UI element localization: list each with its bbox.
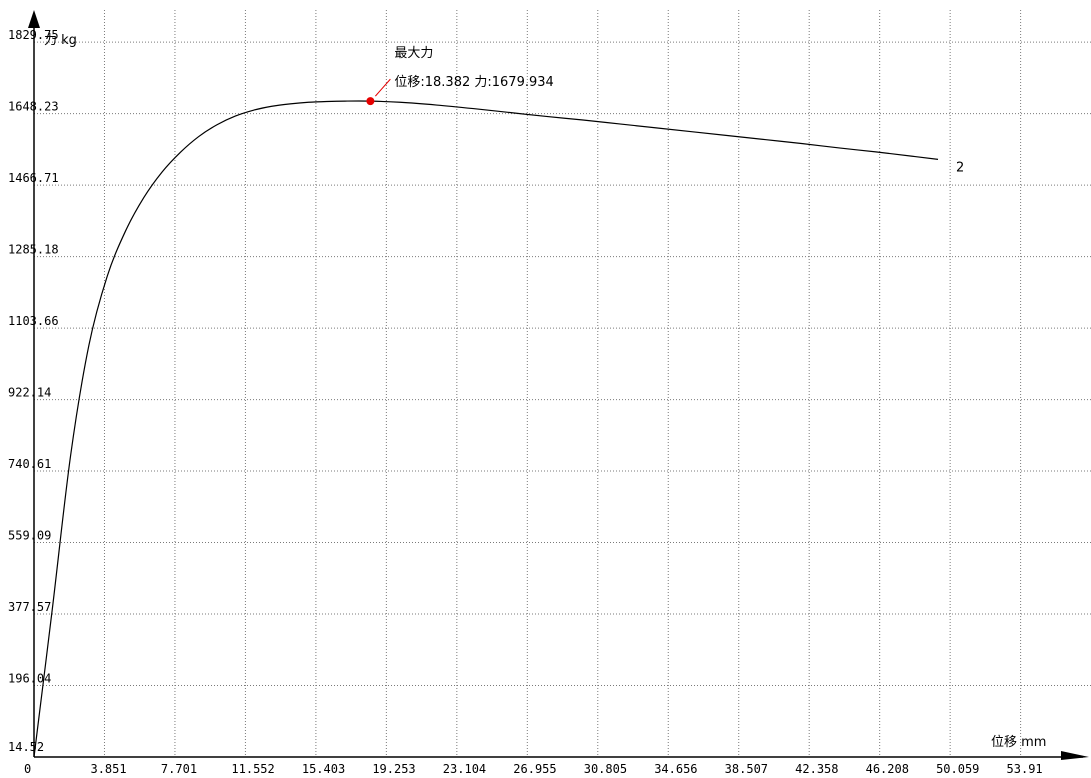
y-tick-label: 1466.71 [8, 171, 59, 185]
y-axis-arrow [28, 10, 40, 28]
y-tick-label: 196.04 [8, 672, 51, 686]
x-tick-label: 46.208 [866, 762, 909, 776]
series-label: 2 [956, 160, 964, 175]
y-tick-label: 1829.75 [8, 28, 59, 42]
x-axis-arrow [1061, 751, 1089, 760]
y-tick-label: 740.61 [8, 457, 51, 471]
x-tick-label: 0 [24, 762, 31, 776]
y-tick-label: 1103.66 [8, 314, 59, 328]
x-tick-label: 11.552 [231, 762, 274, 776]
y-tick-label: 377.57 [8, 600, 51, 614]
x-tick-label: 3.851 [90, 762, 126, 776]
x-axis-title: 位移 mm [991, 735, 1046, 750]
max-force-marker [366, 97, 375, 106]
x-tick-labels: 0 3.851 7.701 11.552 15.403 19.253 23.104 26.95… [24, 762, 1043, 776]
y-tick-label: 922.14 [8, 386, 51, 400]
x-tick-label: 26.955 [513, 762, 556, 776]
y-tick-label: 559.09 [8, 529, 51, 543]
x-tick-label: 15.403 [302, 762, 345, 776]
x-tick-label: 23.104 [443, 762, 486, 776]
x-tick-label: 7.701 [161, 762, 197, 776]
annotation-detail: 位移:18.382 力:1679.934 [394, 75, 553, 90]
annotation-title: 最大力 [394, 46, 433, 61]
x-tick-label: 30.805 [584, 762, 627, 776]
x-tick-label: 42.358 [795, 762, 838, 776]
y-tick-label: 1648.23 [8, 100, 59, 114]
y-tick-label: 14.52 [8, 740, 44, 754]
x-tick-label: 19.253 [372, 762, 415, 776]
y-tick-label: 1285.18 [8, 243, 59, 257]
x-tick-label: 53.91 [1007, 762, 1043, 776]
y-axis-title: 力 kg [44, 33, 77, 48]
annotation-leader [375, 78, 391, 97]
chart-grid [34, 10, 1091, 757]
series-group: 2 [33, 100, 964, 758]
x-tick-label: 50.059 [936, 762, 979, 776]
y-tick-labels: 14.52 196.04 377.57 559.09 740.61 922.14 1103.… [8, 28, 59, 754]
x-tick-label: 38.507 [725, 762, 768, 776]
x-tick-label: 34.656 [654, 762, 697, 776]
chart-axes [28, 10, 1089, 760]
series-line [33, 100, 939, 758]
